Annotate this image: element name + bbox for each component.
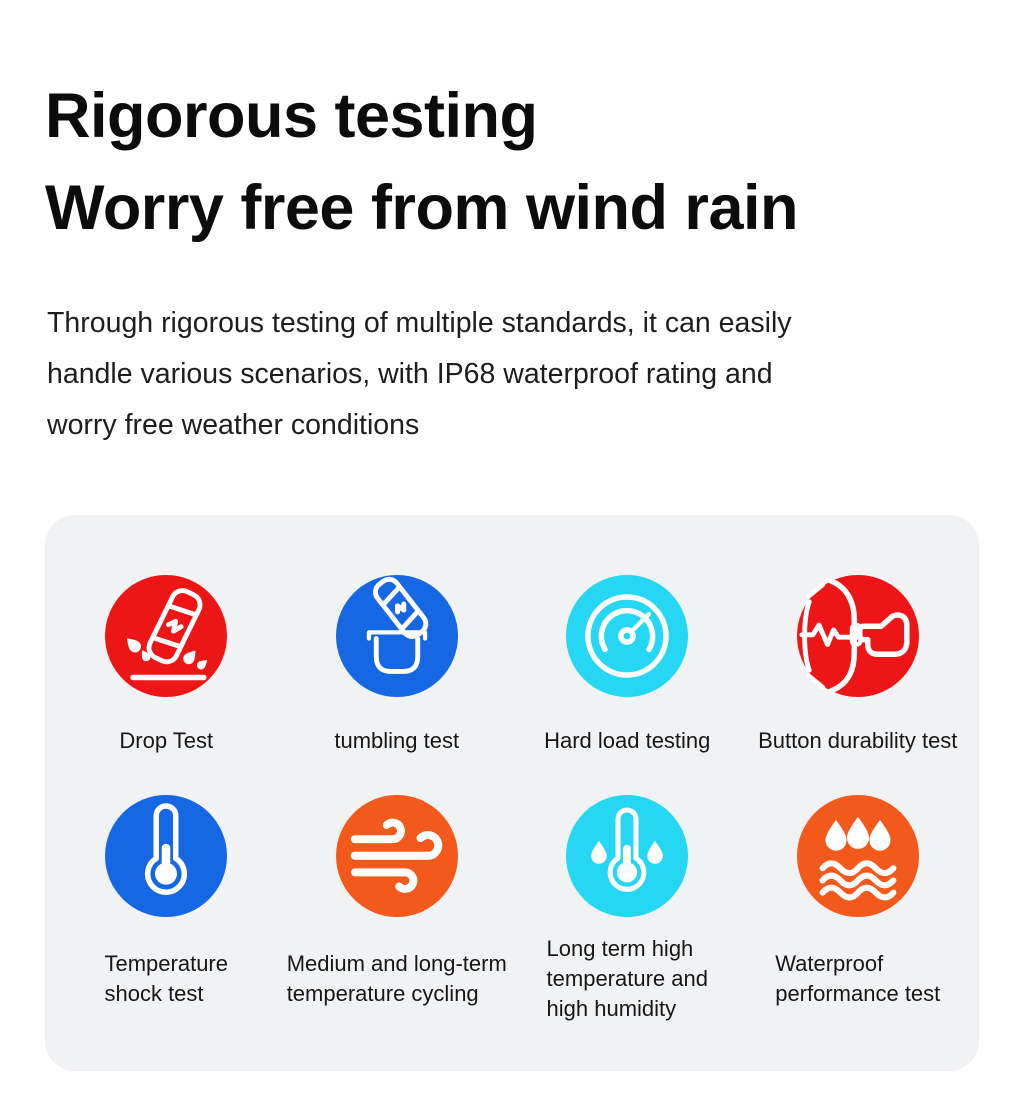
test-item-waterproof: Waterproof performance test	[743, 795, 974, 1041]
thermometer-drops-icon	[566, 795, 689, 917]
gauge-icon	[566, 575, 689, 697]
product-info-section: Rigorous testing Worry free from wind ra…	[45, 70, 979, 1071]
test-item-hard-load: Hard load testing	[512, 575, 743, 785]
test-label: Hard load testing	[544, 728, 711, 753]
test-label: Waterproof performance test	[775, 951, 941, 1006]
test-grid-row-2: Temperature shock test Medium	[51, 795, 973, 1041]
test-item-drop: Drop Test	[51, 575, 282, 785]
title-line-1: Rigorous testing	[45, 81, 538, 151]
test-label: Button durability test	[758, 728, 958, 753]
wind-icon	[335, 795, 458, 917]
test-label: Medium and long-term temperature cycling	[286, 951, 507, 1006]
description-paragraph: Through rigorous testing of multiple sta…	[47, 298, 979, 451]
description-line: Through rigorous testing of multiple sta…	[47, 307, 792, 339]
test-item-temp-shock: Temperature shock test	[51, 795, 282, 1041]
description-line: worry free weather conditions	[47, 409, 420, 441]
test-label: Drop Test	[119, 728, 214, 753]
test-item-tumbling: tumbling test	[282, 575, 513, 785]
test-grid-row-1: Drop Test	[51, 575, 973, 785]
test-label: Long term high temperature and high humi…	[546, 936, 708, 1021]
water-drops-waves-icon	[796, 795, 919, 917]
test-item-button-durability: Button durability test	[743, 575, 974, 785]
testing-card: Drop Test	[45, 515, 979, 1071]
watch-tumbling-icon	[335, 575, 458, 697]
watch-drop-icon	[105, 575, 228, 697]
test-item-temp-cycling: Medium and long-term temperature cycling	[282, 795, 513, 1041]
page-title: Rigorous testing Worry free from wind ra…	[45, 70, 979, 254]
button-press-icon	[796, 575, 919, 697]
description-line: handle various scenarios, with IP68 wate…	[47, 358, 773, 390]
test-label: Temperature shock test	[104, 951, 228, 1006]
title-line-2: Worry free from wind rain	[45, 173, 798, 243]
test-item-high-temp-humidity: Long term high temperature and high humi…	[512, 795, 743, 1041]
test-label: tumbling test	[334, 728, 460, 753]
thermometer-icon	[105, 795, 228, 917]
